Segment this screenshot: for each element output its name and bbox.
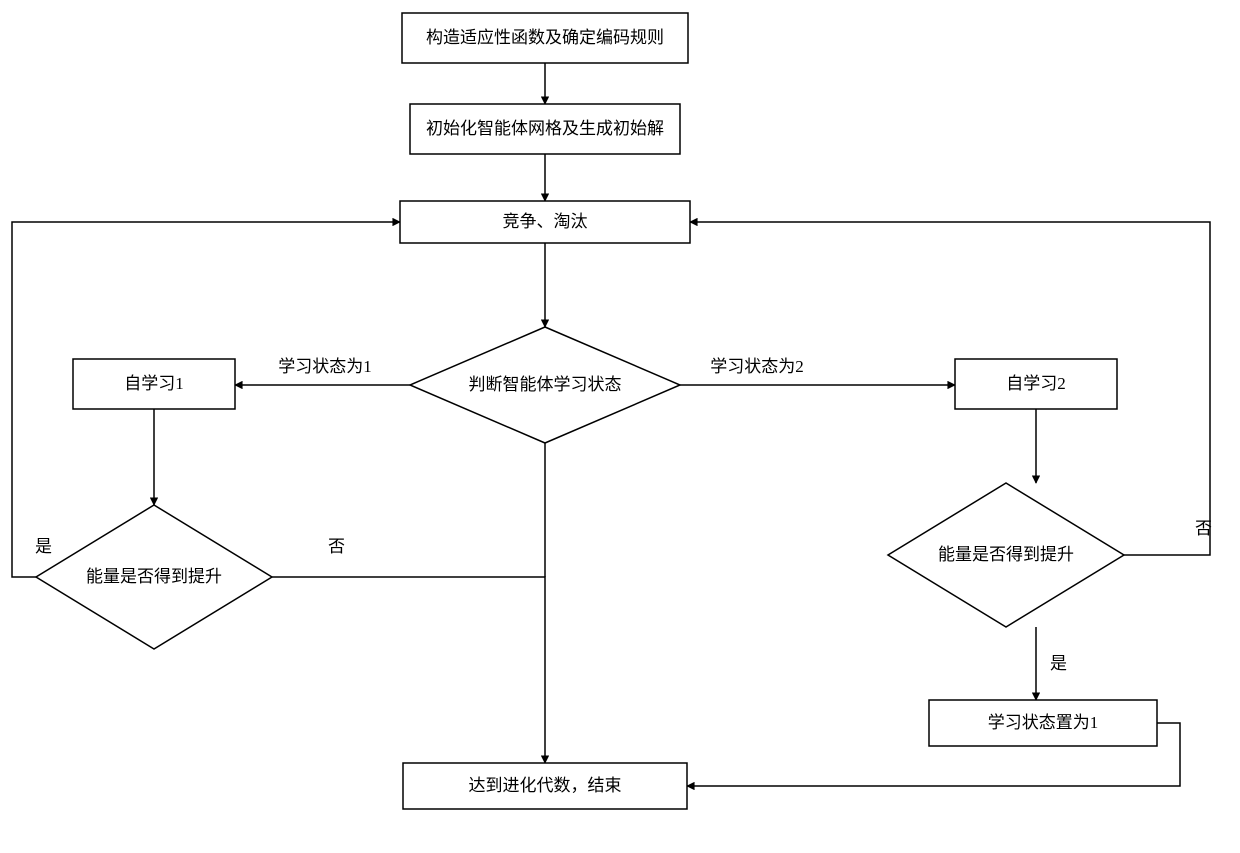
- node-d3: 能量是否得到提升: [888, 483, 1124, 627]
- node-n5: 自学习2: [955, 359, 1117, 409]
- node-label-n5: 自学习2: [1006, 374, 1066, 393]
- nodes-layer: 构造适应性函数及确定编码规则初始化智能体网格及生成初始解竞争、淘汰判断智能体学习…: [36, 13, 1157, 809]
- node-d1: 判断智能体学习状态: [410, 327, 680, 443]
- edge-e8: [272, 577, 545, 763]
- node-n3: 竞争、淘汰: [400, 201, 690, 243]
- node-label-n4: 自学习1: [124, 374, 184, 393]
- node-n6: 学习状态置为1: [929, 700, 1157, 746]
- node-label-n2: 初始化智能体网格及生成初始解: [426, 119, 664, 138]
- edge-label-e4: 学习状态为1: [278, 357, 372, 376]
- edge-label-e12: 是: [1050, 654, 1067, 673]
- node-label-d3: 能量是否得到提升: [938, 545, 1074, 564]
- edge-label-e5: 学习状态为2: [710, 357, 804, 376]
- node-n2: 初始化智能体网格及生成初始解: [410, 104, 680, 154]
- node-label-n7: 达到进化代数，结束: [469, 776, 622, 795]
- edges-layer: 学习状态为1学习状态为2是否否是: [12, 63, 1212, 786]
- node-n4: 自学习1: [73, 359, 235, 409]
- node-label-d1: 判断智能体学习状态: [469, 375, 622, 394]
- edge-label-e7: 是: [35, 537, 52, 556]
- edge-label-e8: 否: [328, 537, 345, 556]
- node-label-d2: 能量是否得到提升: [86, 567, 222, 586]
- node-n1: 构造适应性函数及确定编码规则: [402, 13, 688, 63]
- edge-label-e11: 否: [1195, 519, 1212, 538]
- edge-e11: [690, 222, 1210, 555]
- node-label-n3: 竞争、淘汰: [503, 212, 588, 231]
- node-n7: 达到进化代数，结束: [403, 763, 687, 809]
- node-label-n1: 构造适应性函数及确定编码规则: [426, 28, 664, 47]
- node-label-n6: 学习状态置为1: [988, 713, 1099, 732]
- node-d2: 能量是否得到提升: [36, 505, 272, 649]
